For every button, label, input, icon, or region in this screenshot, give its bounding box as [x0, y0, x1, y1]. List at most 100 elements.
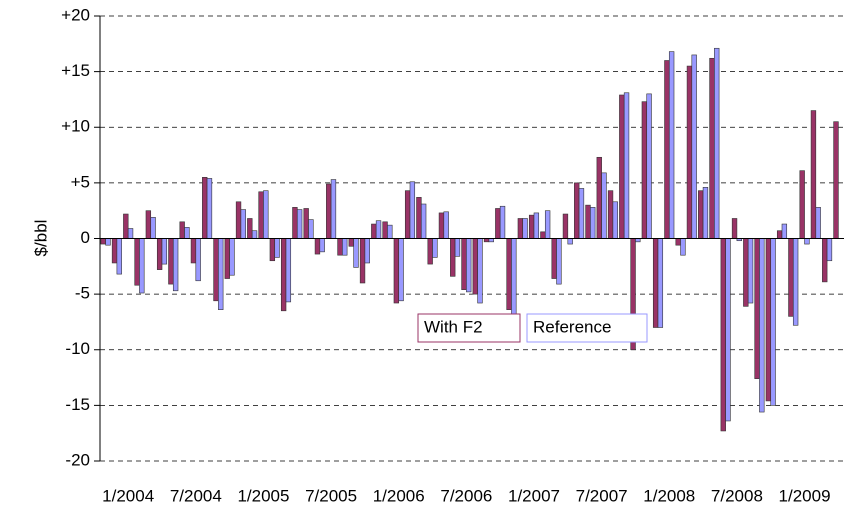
bar: [585, 204, 591, 239]
x-tick-label: 1/2009: [779, 486, 831, 505]
bar: [168, 238, 174, 285]
bar: [754, 238, 760, 379]
bar: [190, 238, 197, 264]
bar: [303, 208, 309, 239]
bar: [139, 238, 145, 294]
bar: [641, 101, 648, 239]
bar: [799, 170, 805, 239]
x-tick-label: 1/2007: [508, 486, 560, 505]
bar: [116, 238, 122, 275]
bar: [612, 201, 618, 239]
bar: [416, 197, 422, 239]
bar: [714, 47, 720, 239]
bar: [280, 238, 287, 312]
bar: [646, 93, 652, 239]
bar: [247, 218, 253, 239]
bar: [788, 238, 794, 317]
bar: [635, 238, 641, 243]
bar: [680, 238, 686, 256]
bar: [123, 213, 129, 239]
bar: [269, 238, 276, 262]
bar: [263, 190, 269, 239]
bar: [657, 238, 664, 328]
bar: [240, 209, 246, 239]
x-tick-label: 7/2008: [711, 486, 763, 505]
bar: [574, 182, 580, 239]
bar: [206, 178, 213, 239]
bar: [792, 238, 799, 326]
y-tick-label: -5: [75, 284, 90, 303]
bar: [454, 238, 461, 257]
y-tick-label: +15: [61, 61, 90, 80]
bar: [698, 190, 704, 239]
bar: [472, 238, 478, 295]
bar: [393, 238, 400, 304]
bar: [195, 238, 201, 282]
bar: [235, 201, 242, 239]
y-tick-label: +10: [61, 117, 90, 136]
bar: [652, 238, 659, 328]
bar: [348, 238, 354, 247]
bar: [443, 211, 449, 239]
bar: [675, 238, 681, 246]
bar: [822, 238, 828, 283]
bar: [359, 238, 366, 284]
bar: [770, 238, 776, 406]
bar: [398, 238, 404, 302]
bar: [578, 188, 585, 239]
bar: [326, 183, 332, 239]
bar: [551, 238, 557, 279]
x-tick-label: 7/2004: [170, 486, 222, 505]
bar: [506, 238, 512, 310]
bar: [218, 238, 224, 310]
bar: [702, 187, 709, 239]
bar: [427, 238, 433, 265]
bar: [488, 238, 494, 243]
bar: [759, 238, 765, 413]
bar: [517, 218, 524, 239]
bar: [387, 224, 393, 239]
bar: [709, 57, 715, 239]
bar: [522, 218, 528, 239]
bar: [450, 238, 456, 277]
bar: [105, 238, 111, 246]
bar: [461, 238, 467, 290]
y-tick-label: -20: [65, 450, 90, 469]
bar: [533, 212, 540, 239]
bar: [596, 156, 602, 239]
bar: [364, 238, 370, 264]
legend-label: With F2: [424, 317, 483, 336]
bar: [371, 223, 377, 239]
bar: [833, 121, 839, 239]
legend-box: [417, 313, 521, 343]
bar: [720, 238, 726, 432]
bar: [664, 60, 670, 239]
bar: [607, 190, 614, 239]
x-tick-label: 1/2005: [237, 486, 289, 505]
legend-box: [526, 313, 648, 343]
x-tick-label: 1/2008: [643, 486, 695, 505]
x-tick-label: 7/2006: [440, 486, 492, 505]
y-axis-label: $/bbl: [31, 220, 50, 257]
bar: [330, 179, 337, 239]
y-tick-label: +5: [71, 172, 90, 191]
bar: [274, 238, 280, 258]
bar: [308, 219, 314, 239]
bar: [776, 230, 783, 239]
bar: [495, 208, 501, 239]
bar: [314, 238, 321, 255]
bar: [804, 238, 810, 245]
bar: [567, 238, 573, 245]
bar: [202, 177, 208, 239]
bar: [172, 238, 179, 292]
bar: [258, 191, 264, 239]
bar: [765, 238, 772, 402]
bar: [544, 210, 551, 239]
bar: [466, 238, 472, 293]
bar: [111, 238, 118, 264]
bar: [725, 238, 731, 422]
bar: [134, 238, 140, 286]
bar: [691, 54, 697, 239]
bar: [285, 238, 292, 303]
